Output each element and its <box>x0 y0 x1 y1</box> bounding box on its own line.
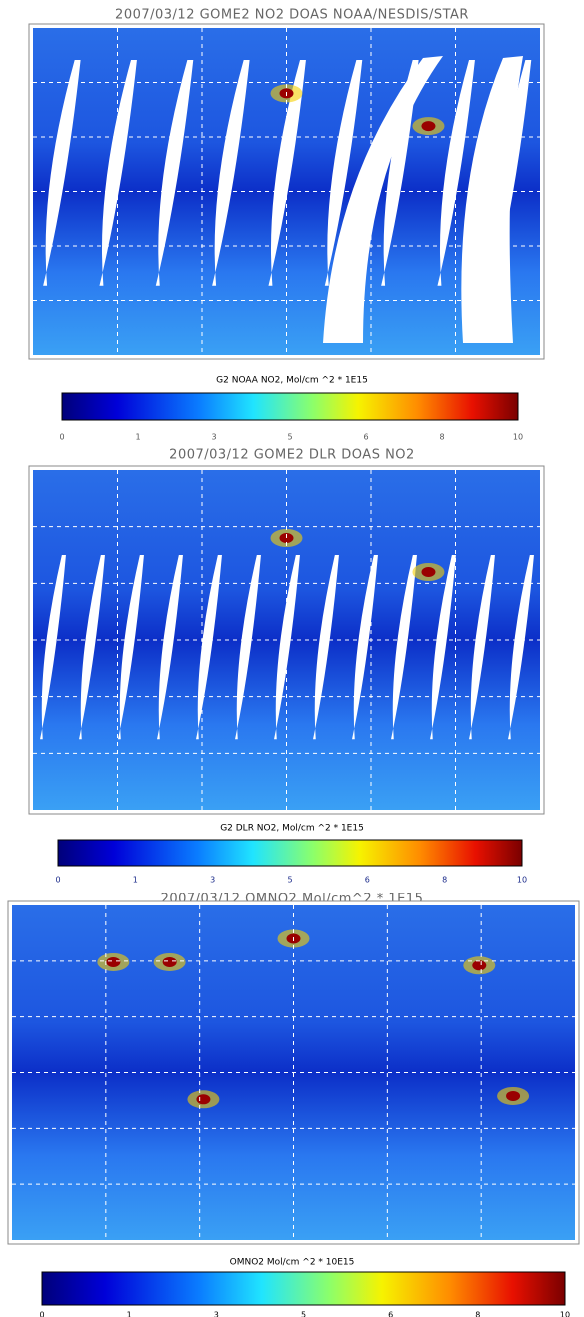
colorbar-tick-label: 6 <box>388 1311 393 1317</box>
colorbar-label: G2 DLR NO2, Mol/cm ^2 * 1E15 <box>220 824 364 834</box>
colorbar <box>57 839 523 867</box>
colorbar-tick-label: 8 <box>439 433 444 442</box>
colorbar-tick-label: 1 <box>135 433 140 442</box>
colorbar-tick-label: 3 <box>214 1311 219 1317</box>
hotspot-core <box>472 960 487 971</box>
hotspot-core <box>196 1094 211 1105</box>
colorbar <box>61 392 519 421</box>
hotspot-core <box>421 567 436 577</box>
orbit-gap <box>323 56 443 343</box>
orbit-gap <box>469 555 495 740</box>
orbit-gap <box>40 555 66 740</box>
colorbar-tick-label: 3 <box>211 433 216 442</box>
orbit-gap <box>79 555 105 740</box>
colorbar-label: G2 NOAA NO2, Mol/cm ^2 * 1E15 <box>216 376 368 386</box>
hotspot-core <box>421 121 436 132</box>
colorbar-tick-label: 10 <box>517 876 527 885</box>
hotspot-core <box>162 956 177 967</box>
colorbar-tick-label: 0 <box>55 876 60 885</box>
colorbar-tick-label: 6 <box>363 433 368 442</box>
colorbar-tick-label: 5 <box>287 876 292 885</box>
colorbar <box>41 1271 566 1306</box>
colorbar-tick-label: 8 <box>475 1311 480 1317</box>
colorbar-tick-label: 5 <box>287 433 292 442</box>
colorbar-tick-label: 1 <box>127 1311 132 1317</box>
orbit-gap <box>268 60 306 286</box>
map-title: 2007/03/12 GOME2 NO2 DOAS NOAA/NESDIS/ST… <box>115 8 469 23</box>
colorbar-tick-label: 5 <box>301 1311 306 1317</box>
hotspot-core <box>106 956 121 967</box>
orbit-gap <box>212 60 250 286</box>
colorbar-tick-label: 0 <box>59 433 64 442</box>
orbit-gap <box>99 60 137 286</box>
colorbar-tick-label: 0 <box>39 1311 44 1317</box>
orbit-gap <box>324 60 363 286</box>
colorbar-label: OMNO2 Mol/cm ^2 * 10E15 <box>230 1258 355 1268</box>
orbit-gap <box>155 60 194 286</box>
map-title: 2007/03/12 GOME2 DLR DOAS NO2 <box>169 448 415 463</box>
orbit-gap <box>196 555 222 740</box>
orbit-gap <box>118 555 144 740</box>
colorbar-tick-label: 8 <box>442 876 447 885</box>
orbit-gap <box>235 555 261 740</box>
orbit-gap <box>313 555 339 740</box>
orbit-gap <box>391 555 417 740</box>
orbit-gap <box>461 56 523 343</box>
hotspot-core <box>506 1090 521 1101</box>
orbit-gap <box>381 60 419 286</box>
colorbar-tick-label: 10 <box>560 1311 570 1317</box>
colorbar-tick-label: 1 <box>133 876 138 885</box>
orbit-gap <box>437 60 475 286</box>
colorbar-tick-label: 3 <box>210 876 215 885</box>
orbit-gap <box>508 555 534 740</box>
orbit-gap <box>157 555 183 740</box>
colorbar-tick-label: 10 <box>513 433 523 442</box>
orbit-gap <box>43 60 81 286</box>
colorbar-tick-label: 6 <box>365 876 370 885</box>
orbit-gap <box>430 555 456 740</box>
